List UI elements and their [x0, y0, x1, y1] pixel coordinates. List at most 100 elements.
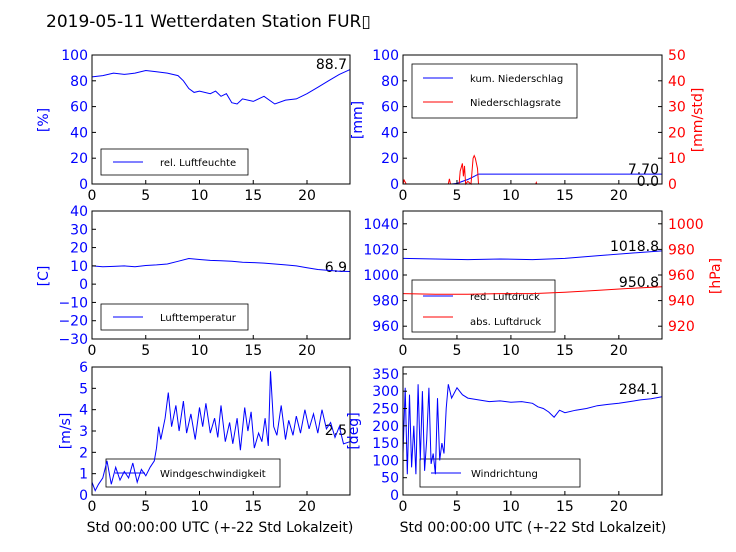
pressure-ytick-label: 1040: [363, 217, 399, 233]
temperature-value-label: 6.9: [325, 260, 347, 276]
humidity-ytick-label: 80: [70, 74, 88, 90]
pressure-ylabel-right: [hPa]: [708, 258, 724, 294]
temperature-ytick-label: 20: [70, 241, 88, 257]
humidity-xtick-label: 5: [141, 188, 150, 204]
winddirection-series-1-line: [402, 384, 663, 475]
windspeed-xtick-label: 5: [141, 499, 150, 515]
winddirection-ytick-label: 250: [372, 402, 399, 418]
precipitation-ytick-label: 20: [381, 151, 399, 167]
pressure-legend-label-2: abs. Luftdruck: [470, 317, 541, 328]
winddirection-xlabel: Std 00:00:00 UTC (+-22 Std Lokalzeit): [400, 520, 667, 536]
winddirection-ytick-label: 100: [372, 453, 399, 469]
precip-value-label-2: 0.0: [637, 174, 659, 190]
winddirection-ytick-label: 200: [372, 419, 399, 435]
windspeed-ytick-label: 2: [79, 445, 88, 461]
windspeed-xtick-label: 10: [191, 499, 209, 515]
precipitation-ytick-label: 60: [381, 100, 399, 116]
precip-legend-label-2: Niederschlagsrate: [470, 98, 561, 109]
pressure-xtick-label: 10: [502, 343, 520, 359]
pressure-ytick-right-label: 920: [668, 319, 695, 335]
pressure-ytick-label: 980: [372, 294, 399, 310]
precip-legend-label-1: kum. Niederschlag: [470, 74, 563, 85]
precipitation-ytick-label: 40: [381, 125, 399, 141]
panel-humidity: [%] rel. Luftfeuchte 88.7 0 5 10 15 20 0 20 40 6…: [36, 48, 351, 204]
temperature-xtick-label: 0: [88, 343, 97, 359]
winddirection-legend-label: Windrichtung: [471, 469, 538, 480]
pressure-ytick-label: 960: [372, 319, 399, 335]
temperature-ytick-label: 40: [70, 204, 88, 220]
windspeed-value-label: 2.5: [325, 423, 347, 439]
pressure-ytick-right-label: 1000: [668, 217, 704, 233]
pressure-xtick-label: 0: [399, 343, 408, 359]
humidity-ytick-label: 40: [70, 125, 88, 141]
winddirection-ytick-label: 350: [372, 367, 399, 383]
windspeed-ytick-label: 1: [79, 467, 88, 483]
precipitation-xtick-label: 10: [502, 188, 520, 204]
precipitation-ytick-label: 0: [390, 177, 399, 193]
temperature-ytick-label: 30: [70, 222, 88, 238]
winddirection-value-label: 284.1: [619, 382, 659, 398]
precipitation-ytick-right-label: 40: [668, 74, 686, 90]
figure-title: 2019-05-11 Wetterdaten Station FUR▯: [46, 12, 371, 32]
panel-windspeed: [m/s] Windgeschwindigkeit 2.5 Std 00:00:…: [58, 360, 353, 536]
humidity-ylabel: [%]: [36, 108, 52, 132]
precipitation-ytick-right-label: 10: [668, 151, 686, 167]
windspeed-legend-label: Windgeschwindigkeit: [160, 469, 266, 480]
windspeed-xtick-label: 20: [298, 499, 316, 515]
winddirection-ytick-label: 150: [372, 436, 399, 452]
temperature-xtick-label: 5: [141, 343, 150, 359]
precipitation-ytick-right-label: 50: [668, 48, 686, 64]
pressure-series-1-line: [402, 250, 663, 261]
winddirection-xtick-label: 10: [502, 499, 520, 515]
winddirection-ytick-label: 50: [381, 471, 399, 487]
windspeed-xtick-label: 15: [244, 499, 262, 515]
temperature-series-1-line: [91, 257, 351, 272]
winddirection-xtick-label: 5: [452, 499, 461, 515]
precipitation-ytick-label: 100: [372, 48, 399, 64]
windspeed-ylabel: [m/s]: [58, 413, 74, 450]
panel-winddirection: [deg] Windrichtung 284.1 Std 00:00:00 UT…: [346, 366, 667, 536]
precipitation-ytick-right-label: 0: [668, 177, 677, 193]
temperature-ytick-label: −20: [58, 314, 88, 330]
precipitation-xtick-label: 0: [399, 188, 408, 204]
temperature-xtick-label: 20: [298, 343, 316, 359]
pressure-xtick-label: 5: [452, 343, 461, 359]
precip-ylabel-right: [mm/std]: [690, 88, 706, 153]
pressure-ytick-label: 1020: [363, 242, 399, 258]
panel-temperature: [C] Lufttemperatur 6.9 0 5 10 15 20 −30 −20 −10…: [36, 204, 351, 359]
winddirection-ylabel: [deg]: [346, 412, 362, 449]
humidity-xtick-label: 20: [298, 188, 316, 204]
precipitation-series-1-line: [403, 173, 662, 185]
precipitation-xtick-label: 15: [556, 188, 574, 204]
temperature-xtick-label: 10: [191, 343, 209, 359]
windspeed-series-1-line: [91, 371, 351, 492]
precipitation-ytick-label: 80: [381, 74, 399, 90]
pressure-legend-label-1: red. Luftdruck: [470, 292, 540, 303]
windspeed-ytick-label: 6: [79, 360, 88, 376]
windspeed-ytick-label: 5: [79, 381, 88, 397]
windspeed-ytick-label: 4: [79, 403, 88, 419]
precip-ylabel-left: [mm]: [350, 101, 366, 139]
humidity-ytick-label: 100: [61, 48, 88, 64]
windspeed-xtick-label: 0: [88, 499, 97, 515]
humidity-xtick-label: 10: [191, 188, 209, 204]
pressure-ytick-label: 1000: [363, 268, 399, 284]
pressure-value-label-1: 1018.8: [610, 239, 659, 255]
temperature-ytick-label: 0: [79, 277, 88, 293]
winddirection-xtick-label: 0: [399, 499, 408, 515]
humidity-ytick-label: 60: [70, 100, 88, 116]
pressure-series-2-line: [402, 286, 663, 295]
precipitation-series-2-line: [402, 154, 662, 186]
temperature-xtick-label: 15: [244, 343, 262, 359]
temperature-ylabel: [C]: [36, 266, 52, 287]
humidity-value-label: 88.7: [316, 57, 347, 73]
temperature-ytick-label: −10: [58, 295, 88, 311]
winddirection-xtick-label: 15: [556, 499, 574, 515]
temperature-plot-frame: [91, 210, 351, 340]
winddirection-ytick-label: 0: [390, 488, 399, 504]
temperature-legend-label: Lufttemperatur: [160, 313, 237, 324]
windspeed-ytick-label: 0: [79, 488, 88, 504]
temperature-ytick-label: −30: [58, 332, 88, 348]
winddirection-legend-box: [419, 458, 581, 488]
